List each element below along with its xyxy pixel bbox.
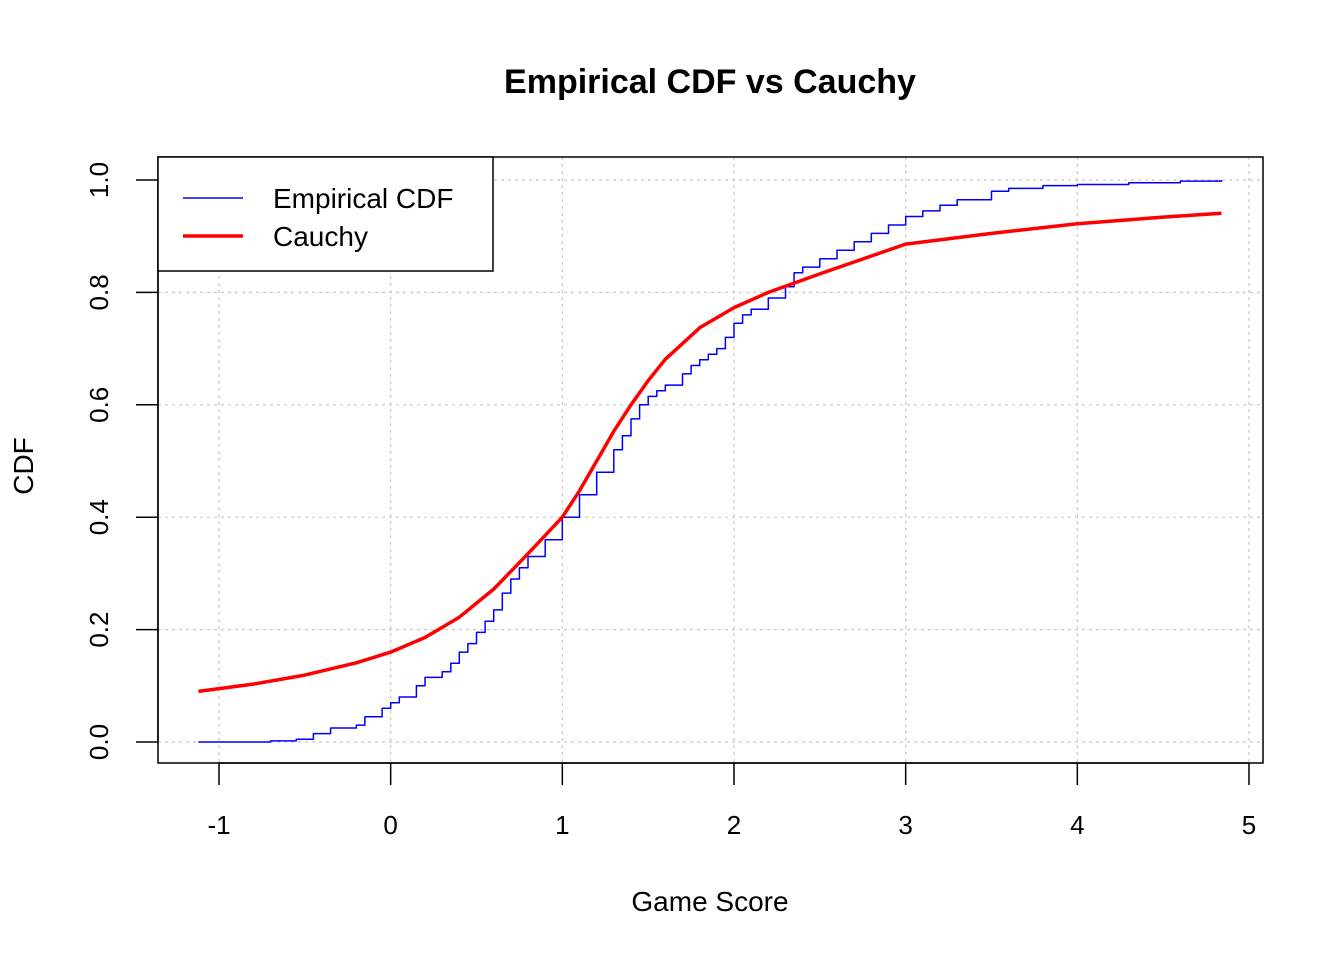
x-tick-label-1: 0 <box>383 810 397 840</box>
empirical-cdf-line <box>198 180 1223 743</box>
y-tick-label-3: 0.6 <box>84 387 114 423</box>
y-tick-label-4: 0.8 <box>84 274 114 310</box>
x-tick-label-6: 5 <box>1242 810 1256 840</box>
x-axis-title: Game Score <box>631 886 788 917</box>
x-axis: -1 0 1 2 3 4 5 <box>207 762 1256 840</box>
x-tick-label-4: 3 <box>898 810 912 840</box>
x-tick-label-2: 1 <box>555 810 569 840</box>
y-tick-label-5: 1.0 <box>84 162 114 198</box>
cauchy-cdf-line <box>198 211 1222 694</box>
series-layer <box>198 180 1223 743</box>
y-tick-label-2: 0.4 <box>84 499 114 535</box>
legend-label-cauchy: Cauchy <box>273 221 368 252</box>
chart-title: Empirical CDF vs Cauchy <box>504 63 916 101</box>
legend-box <box>157 156 494 272</box>
x-tick-label-5: 4 <box>1070 810 1084 840</box>
legend-label-empirical: Empirical CDF <box>273 183 453 214</box>
y-tick-label-0: 0.0 <box>84 724 114 760</box>
legend: Empirical CDF Cauchy <box>157 156 494 272</box>
y-tick-label-1: 0.2 <box>84 612 114 648</box>
y-axis-title: CDF <box>8 437 39 495</box>
x-tick-label-3: 2 <box>727 810 741 840</box>
y-axis: 0.0 0.2 0.4 0.6 0.8 1.0 <box>84 162 159 760</box>
x-tick-label-0: -1 <box>207 810 230 840</box>
